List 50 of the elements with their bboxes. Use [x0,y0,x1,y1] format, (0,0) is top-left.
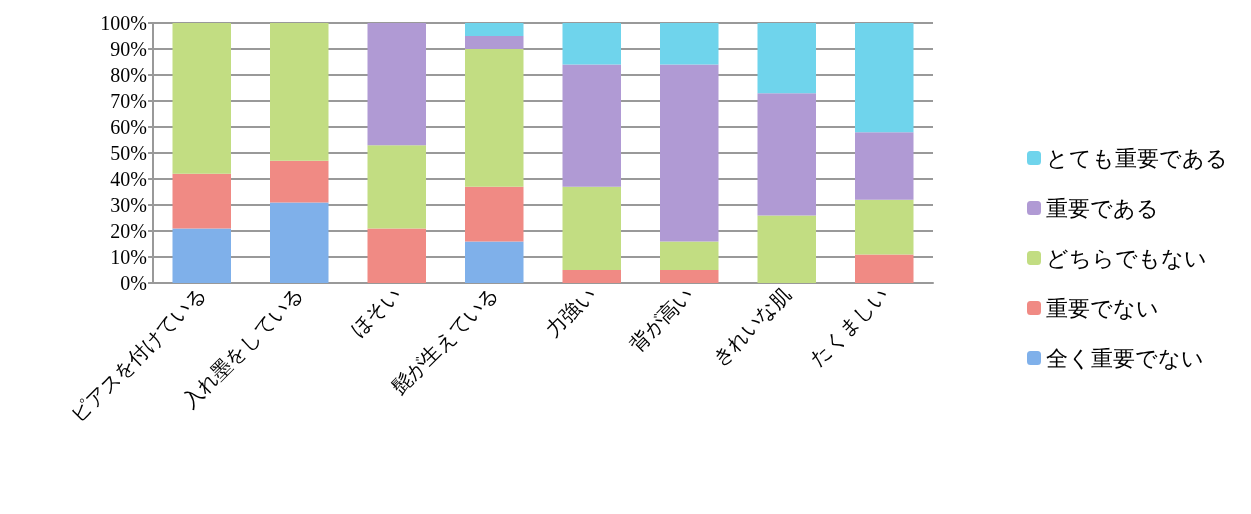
bar [367,228,426,283]
y-tick-label: 20% [110,220,147,242]
bar [367,145,426,229]
legend-label: 重要でない [1046,295,1159,321]
bar [465,241,524,283]
bar [270,160,329,203]
x-tick-label: 背が高い [624,282,698,357]
bar [855,23,914,133]
legend-label: 全く重要でない [1046,345,1204,371]
bar [660,270,719,283]
bar [465,23,524,36]
x-tick-label: たくましい [805,282,893,371]
bar [367,23,426,146]
x-tick-label: 力強い [540,282,601,342]
bar [757,93,816,216]
bar [562,64,621,187]
bar [757,23,816,94]
bar [855,199,914,255]
y-tick-label: 30% [110,194,147,216]
bar [855,254,914,283]
y-tick-label: 60% [110,116,147,138]
x-tick-label: きれいな肌 [707,282,796,371]
legend-label: とても重要である [1046,145,1228,171]
y-tick-label: 50% [110,142,147,164]
bar [465,49,524,187]
bar [172,228,231,283]
bar [465,36,524,49]
bar [465,186,524,242]
legend-label: 重要である [1046,195,1159,221]
legend-label: どちらでもない [1046,245,1207,271]
y-tick-label: 100% [100,12,147,34]
y-tick-label: 70% [110,90,147,112]
y-tick-label: 80% [110,64,147,86]
bar [270,23,329,161]
bar [562,186,621,270]
bar [855,132,914,200]
bar [562,270,621,283]
bar [660,23,719,65]
y-tick-label: 0% [120,272,147,294]
x-tick-label: ほそい [345,282,406,342]
bar [172,23,231,174]
y-tick-label: 10% [110,246,147,268]
bar [172,173,231,229]
bar [757,215,816,283]
bar [562,23,621,65]
y-tick-label: 90% [110,38,147,60]
bar [660,64,719,242]
y-tick-label: 40% [110,168,147,190]
bar [660,241,719,270]
bar [270,202,329,283]
